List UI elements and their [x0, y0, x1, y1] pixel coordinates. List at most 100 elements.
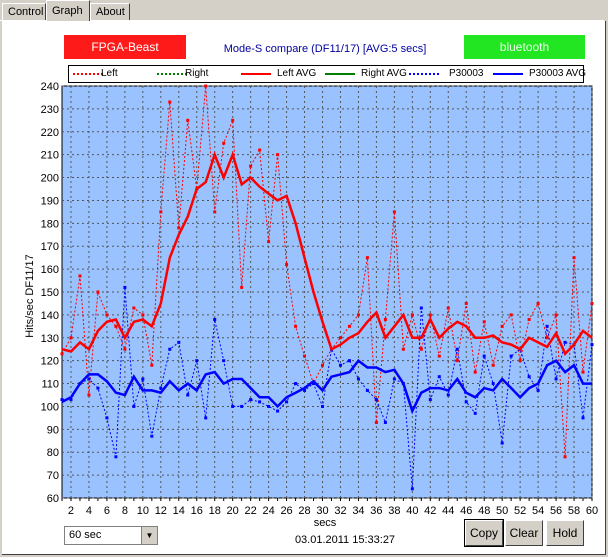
tab-graph-label: Graph — [52, 5, 83, 17]
data-point-left — [563, 455, 567, 459]
data-point-p30003 — [428, 398, 432, 402]
data-point-left — [554, 313, 558, 317]
x-tick-label: 22 — [245, 505, 257, 517]
data-point-left — [204, 84, 208, 88]
time-window-select[interactable]: 60 sec ▼ — [64, 526, 158, 545]
series-line-left-avg — [61, 150, 593, 357]
data-point-left — [150, 363, 154, 367]
data-point-left — [365, 256, 369, 260]
data-point-left — [473, 370, 477, 374]
chevron-down-icon[interactable]: ▼ — [141, 527, 157, 544]
data-point-p30003 — [204, 416, 208, 420]
data-point-left — [222, 141, 226, 145]
x-tick-label: 8 — [122, 505, 128, 517]
data-point-p30003 — [356, 377, 360, 381]
data-point-left — [231, 118, 235, 122]
data-point-left — [159, 210, 163, 214]
data-point-left — [500, 324, 504, 328]
x-tick-label: 14 — [173, 505, 185, 517]
timestamp: 03.01.2011 15:33:27 — [294, 534, 396, 546]
y-tick-label: 90 — [47, 424, 59, 436]
data-point-p30003 — [249, 398, 253, 402]
data-point-left — [249, 164, 253, 168]
data-point-left — [141, 313, 145, 317]
y-tick-label: 220 — [41, 127, 59, 139]
copy-button[interactable]: Copy — [464, 519, 504, 547]
legend-item-right-avg: Right AVG — [321, 66, 407, 82]
data-point-p30003 — [491, 382, 495, 386]
x-tick-label: 60 — [586, 505, 598, 517]
data-point-left — [419, 347, 423, 351]
data-point-left — [383, 317, 387, 321]
data-point-left — [132, 306, 136, 310]
data-point-p30003 — [87, 377, 91, 381]
y-tick-label: 130 — [41, 333, 59, 345]
data-point-p30003 — [177, 340, 181, 344]
tab-about[interactable]: About — [90, 3, 130, 20]
data-point-left — [572, 256, 576, 260]
data-point-p30003 — [482, 354, 486, 358]
y-tick-label: 190 — [41, 195, 59, 207]
data-point-left — [258, 148, 262, 152]
clear-button[interactable]: Clear — [505, 520, 543, 546]
legend-item-p30003: P30003 — [405, 66, 489, 82]
x-tick-label: 2 — [68, 505, 74, 517]
data-point-left — [581, 370, 585, 374]
data-point-p30003 — [419, 306, 423, 310]
legend-label-left: Left — [101, 68, 118, 79]
tab-bar: Control Graph About — [0, 0, 608, 22]
legend-item-left: Left — [69, 66, 153, 82]
legend-swatch-right — [157, 73, 187, 75]
x-tick-label: 20 — [227, 505, 239, 517]
data-point-p30003 — [464, 400, 468, 404]
data-point-p30003 — [365, 388, 369, 392]
x-tick-label: 28 — [298, 505, 310, 517]
tab-graph[interactable]: Graph — [46, 0, 90, 21]
y-tick-label: 210 — [41, 150, 59, 162]
data-point-p30003 — [500, 441, 504, 445]
y-tick-label: 230 — [41, 104, 59, 116]
left-source-badge: FPGA-Beast — [64, 35, 186, 59]
legend-label-right: Right — [185, 68, 209, 79]
data-point-left — [401, 347, 405, 351]
data-point-left — [392, 210, 396, 214]
y-tick-label: 80 — [47, 447, 59, 459]
data-point-p30003 — [231, 404, 235, 408]
data-point-left — [69, 336, 73, 340]
legend-item-left-avg: Left AVG — [237, 66, 321, 82]
x-tick-label: 18 — [209, 505, 221, 517]
data-point-p30003 — [114, 455, 118, 459]
data-point-left — [303, 354, 307, 358]
data-point-p30003 — [222, 359, 226, 363]
data-point-p30003 — [240, 404, 244, 408]
x-tick-label: 4 — [86, 505, 92, 517]
data-point-p30003 — [159, 386, 163, 390]
data-point-left — [96, 290, 100, 294]
x-tick-label: 54 — [532, 505, 544, 517]
data-point-left — [213, 210, 217, 214]
legend-label-p30003: P30003 — [449, 68, 484, 79]
data-point-p30003 — [554, 377, 558, 381]
data-point-left — [276, 153, 280, 157]
data-point-left — [446, 306, 450, 310]
tab-control[interactable]: Control — [2, 3, 46, 20]
hold-button[interactable]: Hold — [546, 520, 584, 546]
data-point-left — [114, 324, 118, 328]
y-tick-label: 120 — [41, 356, 59, 368]
data-point-p30003 — [581, 416, 585, 420]
data-point-p30003 — [347, 359, 351, 363]
tab-divider — [0, 20, 604, 21]
x-axis-label: secs — [313, 517, 337, 529]
data-point-left — [240, 285, 244, 289]
data-point-p30003 — [374, 398, 378, 402]
x-tick-label: 24 — [262, 505, 274, 517]
x-tick-label: 36 — [370, 505, 382, 517]
data-point-p30003 — [410, 487, 414, 491]
data-point-left — [536, 301, 540, 305]
data-point-p30003 — [527, 375, 531, 379]
legend-swatch-left-avg — [241, 73, 271, 75]
data-point-p30003 — [276, 409, 280, 413]
x-tick-label: 44 — [442, 505, 454, 517]
y-tick-label: 110 — [41, 379, 59, 391]
